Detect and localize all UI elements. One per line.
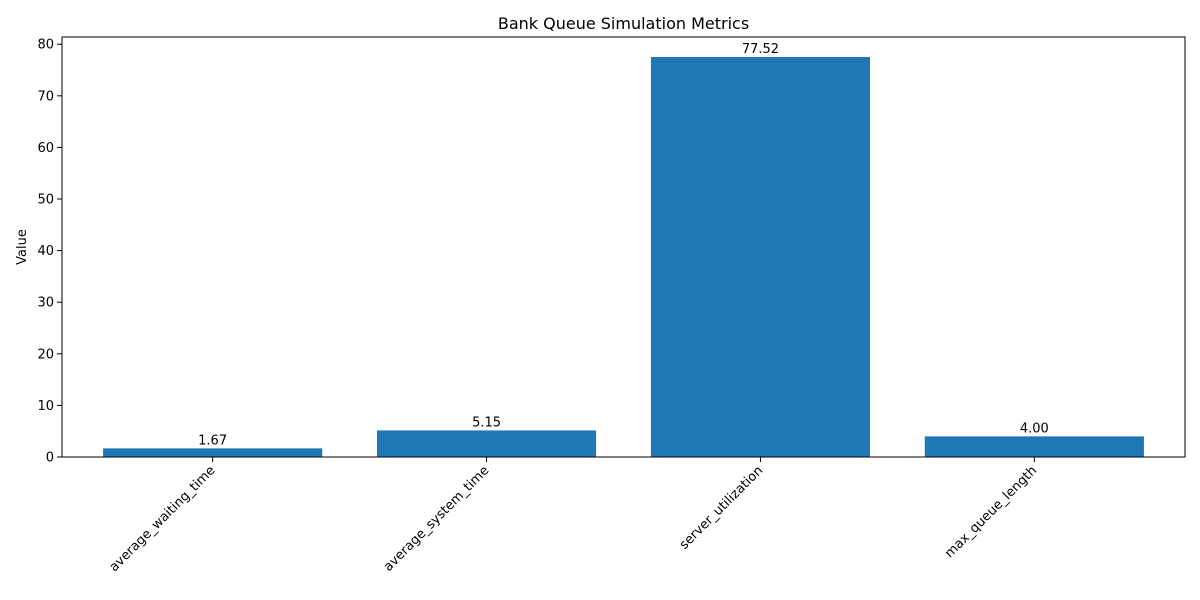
bar-server-utilization <box>650 57 871 458</box>
y-axis: 0 10 20 30 40 50 60 70 80 <box>37 38 62 466</box>
y-axis-label: Value <box>15 229 30 265</box>
y-tick-label: 70 <box>37 89 54 104</box>
y-tick-label: 80 <box>37 38 54 53</box>
data-labels: 1.67 5.15 77.52 4.00 <box>198 42 1049 448</box>
y-tick-label: 60 <box>37 141 54 156</box>
y-tick-label: 40 <box>37 244 54 259</box>
data-label: 77.52 <box>742 42 779 57</box>
bar-average-system-time <box>376 430 597 457</box>
y-tick-label: 0 <box>46 451 54 466</box>
y-tick-label: 10 <box>37 399 54 414</box>
bars <box>103 57 1144 458</box>
plot-frame <box>61 36 1186 458</box>
data-label: 1.67 <box>198 433 227 448</box>
bar-max-queue-length <box>924 436 1144 457</box>
chart-title: Bank Queue Simulation Metrics <box>498 14 749 33</box>
data-label: 4.00 <box>1020 421 1049 436</box>
y-tick-label: 20 <box>37 347 54 362</box>
data-label: 5.15 <box>472 415 501 430</box>
y-tick-label: 30 <box>37 296 54 311</box>
y-tick-label: 50 <box>37 193 54 208</box>
bar-average-waiting-time <box>103 448 323 457</box>
